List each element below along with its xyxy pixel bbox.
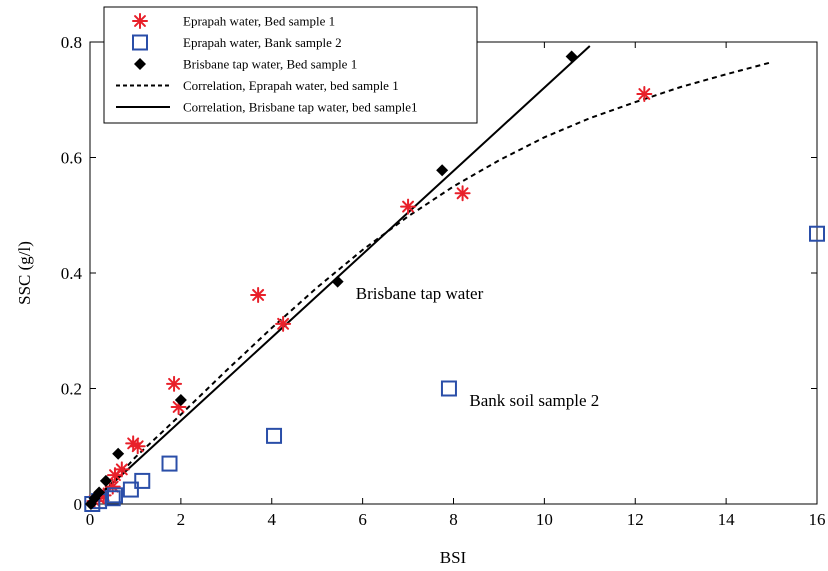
legend-entry-label: Eprapah water, Bed sample 1 <box>183 14 335 29</box>
x-tick-label: 12 <box>627 510 644 529</box>
legend-entry-label: Correlation, Eprapah water, bed sample 1 <box>183 78 399 93</box>
series-1-point <box>809 225 825 242</box>
y-tick-label: 0.2 <box>61 380 82 399</box>
x-tick-label: 4 <box>268 510 277 529</box>
series-2-point <box>112 447 125 460</box>
asterisk-stroke <box>277 317 290 330</box>
asterisk-stroke <box>252 288 265 301</box>
y-tick-label: 0.4 <box>61 264 83 283</box>
series-0-point <box>275 315 292 332</box>
x-tick-label: 16 <box>809 510 826 529</box>
asterisk-stroke <box>168 377 181 390</box>
series-0-point <box>166 375 183 392</box>
asterisk-stroke <box>134 15 146 27</box>
y-tick-label: 0 <box>74 495 83 514</box>
legend-entry-label: Brisbane tap water, Bed sample 1 <box>183 57 357 72</box>
series-2-point <box>99 474 112 487</box>
series-1-point <box>161 455 178 472</box>
y-tick-label: 0.6 <box>61 149 82 168</box>
x-tick-label: 6 <box>358 510 367 529</box>
series-1-point <box>266 427 283 444</box>
annotation-label: Brisbane tap water <box>356 284 484 303</box>
asterisk-stroke <box>402 200 415 213</box>
series-1-point <box>104 490 121 507</box>
series-1-point <box>440 380 457 397</box>
series-1-point <box>134 472 151 489</box>
x-tick-label: 8 <box>449 510 458 529</box>
series-line-4 <box>89 45 591 505</box>
correlation-lines <box>89 45 772 505</box>
asterisk-stroke <box>456 187 469 200</box>
data-markers <box>84 50 825 512</box>
series-0-point <box>250 286 267 303</box>
series-2-point <box>565 50 578 63</box>
x-tick-label: 10 <box>536 510 553 529</box>
legend-marker-1 <box>132 34 148 51</box>
asterisk-stroke <box>115 463 128 476</box>
legend-marker-0 <box>132 13 148 29</box>
legend-entry-label: Correlation, Brisbane tap water, bed sam… <box>183 100 418 115</box>
series-2-point <box>93 486 106 499</box>
asterisk-stroke <box>131 440 144 453</box>
x-tick-label: 2 <box>177 510 186 529</box>
series-2-point <box>436 164 449 177</box>
series-2-point <box>331 275 344 288</box>
annotation-label: Bank soil sample 2 <box>469 391 599 410</box>
series-2-point <box>174 394 187 407</box>
series-0-point <box>636 85 653 102</box>
x-tick-label: 0 <box>86 510 95 529</box>
y-axis-label: SSC (g/l) <box>15 241 34 305</box>
legend-entry-label: Eprapah water, Bank sample 2 <box>183 35 342 50</box>
series-1-point <box>122 481 139 498</box>
series-0-point <box>129 438 146 455</box>
asterisk-stroke <box>638 88 651 100</box>
x-tick-label: 14 <box>718 510 736 529</box>
series-0-point <box>454 185 471 202</box>
legend-marker-2 <box>134 58 146 70</box>
y-tick-label: 0.8 <box>61 33 82 52</box>
legend: Eprapah water, Bed sample 1 Eprapah water… <box>103 6 478 124</box>
series-1-point <box>106 487 123 504</box>
x-axis-label: BSI <box>440 548 467 567</box>
annotations: Brisbane tap water Bank soil sample 2 <box>356 284 599 410</box>
series-0-point <box>113 461 130 478</box>
series-0-point <box>400 198 417 215</box>
legend-box <box>103 6 478 124</box>
asterisk-stroke <box>106 480 119 493</box>
